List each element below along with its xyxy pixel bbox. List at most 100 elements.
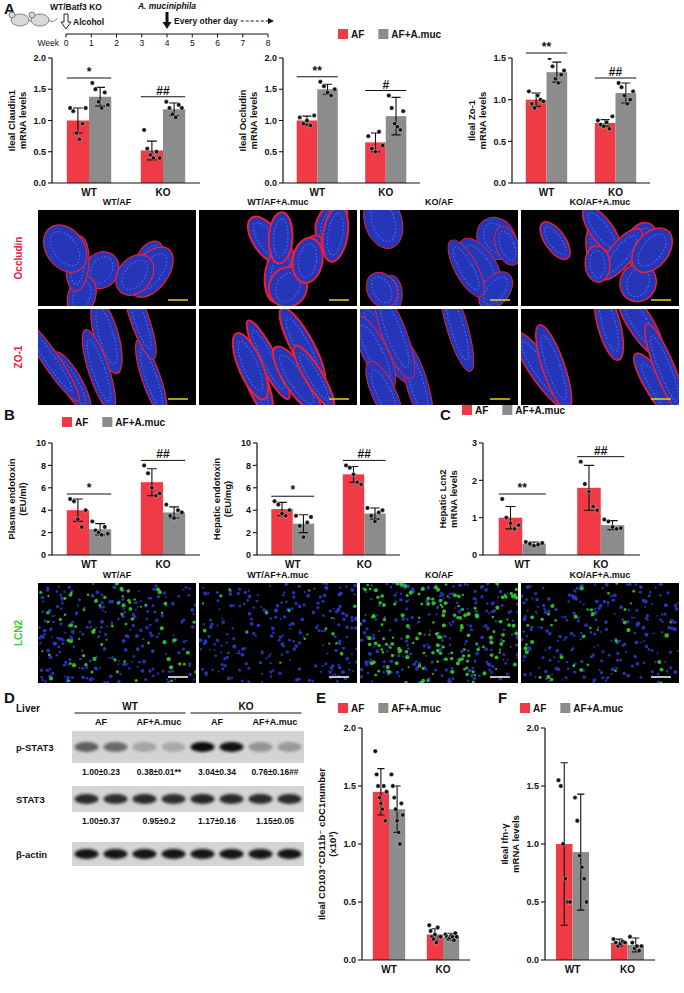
nuclei [295,351,332,403]
nucleus [129,629,131,631]
x-axis [52,182,200,183]
nucleus [193,678,195,680]
image-column-label: WT/AF [103,570,132,580]
point [374,772,378,776]
nucleus [480,585,484,589]
lcn2-signal [372,660,376,664]
bar [386,116,407,183]
nucleus [511,633,513,635]
nucleus [317,624,319,626]
x-axis [545,959,655,960]
nucleus [241,653,245,657]
nucleus [510,646,512,648]
bar [343,474,364,555]
nucleus [145,626,149,630]
lcn2-signal [435,633,437,635]
scale-bar [168,676,188,678]
villus [441,235,491,302]
lcn2-signal [525,643,528,646]
nucleus [335,610,338,613]
nucleus [599,669,601,671]
nucleus [299,629,301,631]
image-tile [360,583,518,683]
lcn2-signal [582,634,586,638]
y-tick [508,141,512,142]
lcn2-signal [507,623,511,627]
nucleus [151,668,154,671]
y-axis-label: Plasma endotoxin [6,458,17,539]
nucleus [238,588,241,591]
lcn2-signal [328,642,330,644]
nucleus [221,617,223,619]
lcn2-signal [462,594,464,596]
timeline-tick-label: 3 [139,38,144,48]
y-axis-label: mRNA levels [248,92,259,150]
nucleus [378,630,380,632]
lcn2-signal [418,664,421,667]
point [577,853,581,857]
nucleus [398,675,400,677]
lcn2-signal [120,612,123,615]
nucleus [221,663,224,666]
villus [226,329,276,404]
nucleus [388,645,392,649]
nuclei [38,328,76,394]
y-tick [48,442,52,443]
nucleus [102,610,104,612]
nucleus [484,647,488,651]
marks [67,81,185,183]
blot-band [191,742,215,752]
nucleus [406,618,409,621]
nucleus [669,666,672,669]
chart: 0246810WTKOHepatic endotoxin(EU/mg)*## [211,438,400,570]
image-tile [199,309,357,405]
lcn2-signal [465,666,468,669]
lcn2-signal [160,626,164,630]
nucleus [565,636,568,639]
point [392,795,396,799]
nucleus [613,593,617,597]
nucleus [636,621,640,625]
point [180,106,184,110]
nucleus [647,648,650,651]
nucleus [332,674,334,676]
point [74,131,78,135]
nucleus [584,623,588,627]
x-tick-label: WT [81,187,97,198]
bar [595,123,616,183]
nucleus [137,590,139,592]
mouse-ear [9,12,15,18]
significance: * [87,65,92,79]
point [106,103,110,107]
timeline-tick [268,34,269,38]
x-tick-label: WT [565,964,581,975]
nucleus [248,590,250,592]
nucleus [298,605,302,609]
blot-band [162,742,186,752]
nucleus [216,599,219,602]
blot-band [249,742,273,752]
nucleus [260,606,262,608]
lcn2-signal [63,597,66,600]
nucleus [322,645,324,647]
nucleus [211,669,214,672]
y-tick [253,532,257,533]
lcn2-signal [467,612,471,616]
blot-band [133,794,157,804]
nucleus [604,620,608,624]
nucleus [341,670,345,674]
lcn2-signal [445,583,447,585]
lcn2-signal [386,665,390,669]
lcn2-signal [492,630,495,633]
nucleus [452,620,455,623]
y-tick-label: 8 [246,461,251,471]
villus [367,309,423,383]
nucleus [557,640,559,642]
point [428,929,432,933]
nucleus [355,647,357,650]
nucleus [44,680,46,682]
nucleus [336,680,339,683]
nucleus [443,597,445,599]
nucleus [602,587,604,589]
nucleus [401,668,404,671]
